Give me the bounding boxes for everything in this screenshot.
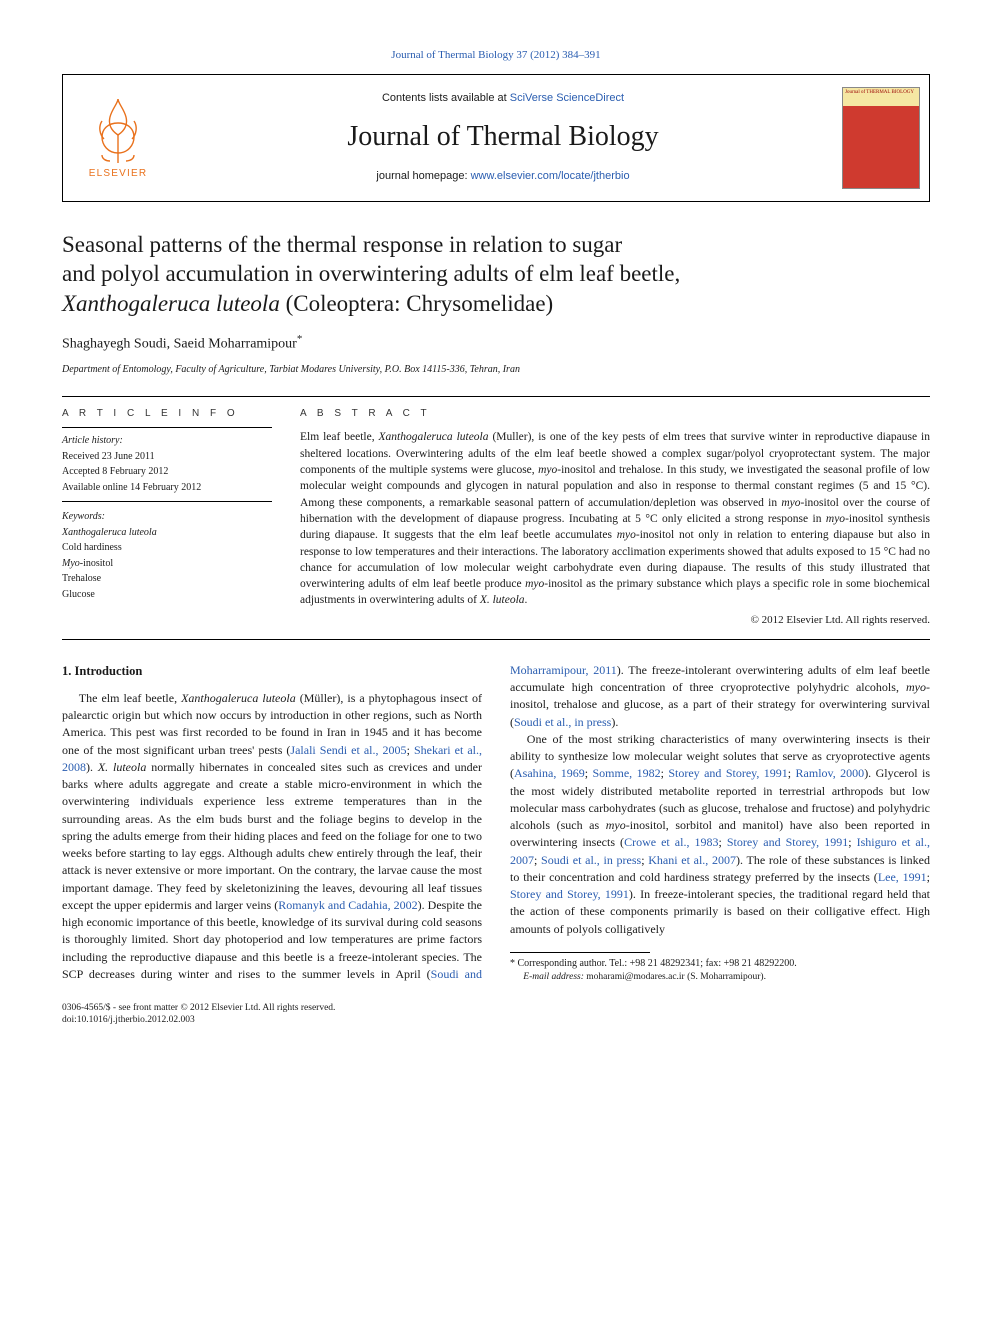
info-divider-1	[62, 427, 272, 428]
accepted-line: Accepted 8 February 2012	[62, 465, 272, 480]
footnote-block: * Corresponding author. Tel.: +98 21 482…	[510, 952, 930, 984]
online-line: Available online 14 February 2012	[62, 481, 272, 496]
corresponding-mark: *	[297, 333, 303, 345]
title-line-3: (Coleoptera: Chrysomelidae)	[280, 291, 553, 316]
keywords-label: Keywords:	[62, 510, 272, 525]
sciencedirect-link[interactable]: SciVerse ScienceDirect	[510, 92, 624, 104]
contents-prefix: Contents lists available at	[382, 92, 510, 104]
footnote-line-1: * Corresponding author. Tel.: +98 21 482…	[510, 958, 797, 969]
title-line-1: Seasonal patterns of the thermal respons…	[62, 232, 622, 257]
cite-khani[interactable]: Khani et al., 2007	[648, 853, 736, 867]
abstract-col: A B S T R A C T Elm leaf beetle, Xanthog…	[300, 407, 930, 629]
received-line: Received 23 June 2011	[62, 450, 272, 465]
article-info-col: A R T I C L E I N F O Article history: R…	[62, 407, 272, 629]
affiliation: Department of Entomology, Faculty of Agr…	[62, 363, 930, 378]
homepage-line: journal homepage: www.elsevier.com/locat…	[376, 169, 629, 185]
authors: Shaghayegh Soudi, Saeid Moharramipour*	[62, 332, 930, 355]
journal-name: Journal of Thermal Biology	[347, 117, 658, 158]
cover-thumb-cell: Journal of THERMAL BIOLOGY	[833, 75, 929, 201]
cite-jalali[interactable]: Jalali Sendi et al., 2005	[290, 743, 406, 757]
cite-storey-1991-a[interactable]: Storey and Storey, 1991	[668, 766, 787, 780]
kw-2: Cold hardiness	[62, 541, 272, 556]
cite-soudi-inpress-2[interactable]: Soudi et al., in press	[541, 853, 641, 867]
page-footer: 0306-4565/$ - see front matter © 2012 El…	[62, 1002, 930, 1028]
cite-soudi-inpress-1[interactable]: Soudi et al., in press	[514, 715, 611, 729]
elsevier-tree-icon	[88, 95, 148, 165]
elsevier-wordmark: ELSEVIER	[89, 167, 148, 182]
cite-crowe[interactable]: Crowe et al., 1983	[624, 835, 718, 849]
homepage-prefix: journal homepage:	[376, 170, 470, 182]
title-species: Xanthogaleruca luteola	[62, 291, 280, 316]
cite-lee[interactable]: Lee, 1991	[878, 870, 927, 884]
title-line-2: and polyol accumulation in overwintering…	[62, 261, 680, 286]
header-center: Contents lists available at SciVerse Sci…	[173, 75, 833, 201]
homepage-link[interactable]: www.elsevier.com/locate/jtherbio	[471, 170, 630, 182]
abstract-divider	[62, 639, 930, 640]
paragraph-2: One of the most striking characteristics…	[510, 731, 930, 938]
abstract-heading: A B S T R A C T	[300, 407, 930, 422]
journal-citation-link[interactable]: Journal of Thermal Biology 37 (2012) 384…	[62, 48, 930, 64]
footnote-email: moharami@modares.ac.ir (S. Moharramipour…	[584, 972, 766, 982]
cover-thumb-title: Journal of THERMAL BIOLOGY	[843, 88, 919, 106]
section-divider	[62, 396, 930, 397]
cite-asahina[interactable]: Asahina, 1969	[514, 766, 585, 780]
footer-left: 0306-4565/$ - see front matter © 2012 El…	[62, 1002, 335, 1028]
kw-5: Glucose	[62, 588, 272, 603]
history-label: Article history:	[62, 434, 272, 449]
section-1-heading: 1. Introduction	[62, 662, 482, 680]
cite-ramlov[interactable]: Ramlov, 2000	[796, 766, 865, 780]
issn-line: 0306-4565/$ - see front matter © 2012 El…	[62, 1003, 335, 1013]
kw-3b: -inositol	[80, 558, 113, 569]
article-title: Seasonal patterns of the thermal respons…	[62, 230, 930, 318]
cite-storey-1991-b[interactable]: Storey and Storey, 1991	[727, 835, 848, 849]
author-names: Shaghayegh Soudi, Saeid Moharramipour	[62, 337, 297, 352]
cite-storey-1991-c[interactable]: Storey and Storey, 1991	[510, 887, 629, 901]
info-abstract-row: A R T I C L E I N F O Article history: R…	[62, 407, 930, 629]
cite-somme[interactable]: Somme, 1982	[593, 766, 661, 780]
kw-3a: Myo	[62, 558, 80, 569]
abstract-text: Elm leaf beetle, Xanthogaleruca luteola …	[300, 429, 930, 609]
kw-1: Xanthogaleruca luteola	[62, 527, 157, 538]
journal-header: ELSEVIER Contents lists available at Sci…	[62, 74, 930, 202]
info-divider-2	[62, 501, 272, 502]
kw-4: Trehalose	[62, 572, 272, 587]
contents-line: Contents lists available at SciVerse Sci…	[382, 91, 624, 107]
body-columns: 1. Introduction The elm leaf beetle, Xan…	[62, 662, 930, 984]
abstract-copyright: © 2012 Elsevier Ltd. All rights reserved…	[300, 613, 930, 629]
cite-romanyk[interactable]: Romanyk and Cadahia, 2002	[278, 898, 417, 912]
elsevier-logo[interactable]: ELSEVIER	[88, 95, 148, 182]
doi-line: doi:10.1016/j.jtherbio.2012.02.003	[62, 1015, 195, 1025]
journal-cover-thumb[interactable]: Journal of THERMAL BIOLOGY	[842, 87, 920, 189]
footnote-rule	[510, 952, 650, 953]
elsevier-logo-cell: ELSEVIER	[63, 75, 173, 201]
corresponding-footnote: * Corresponding author. Tel.: +98 21 482…	[510, 957, 930, 984]
article-info-heading: A R T I C L E I N F O	[62, 407, 272, 422]
footnote-email-label: E-mail address:	[523, 972, 584, 982]
